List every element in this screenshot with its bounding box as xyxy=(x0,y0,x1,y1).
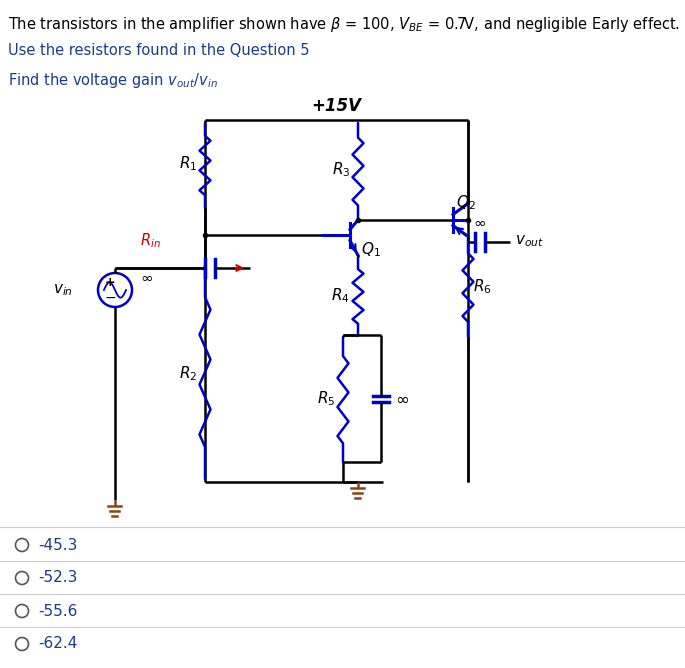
Text: $R_{in}$: $R_{in}$ xyxy=(140,231,161,250)
Text: $R_5$: $R_5$ xyxy=(316,389,335,408)
Text: $R_3$: $R_3$ xyxy=(332,160,350,179)
Text: $v_{out}$: $v_{out}$ xyxy=(515,234,544,249)
Text: -55.6: -55.6 xyxy=(38,603,77,619)
Text: $\infty$: $\infty$ xyxy=(395,389,409,407)
Text: $Q_2$: $Q_2$ xyxy=(456,193,475,212)
Text: $Q_1$: $Q_1$ xyxy=(361,240,381,259)
Text: The transistors in the amplifier shown have $\beta$ = 100, $V_{BE}$ = 0.7V, and : The transistors in the amplifier shown h… xyxy=(8,15,680,34)
Text: $R_4$: $R_4$ xyxy=(332,286,350,305)
Text: $R_1$: $R_1$ xyxy=(179,155,197,174)
Text: $R_6$: $R_6$ xyxy=(473,277,492,296)
Text: −: − xyxy=(104,291,116,305)
Text: -52.3: -52.3 xyxy=(38,570,77,585)
Text: +15V: +15V xyxy=(311,97,361,115)
Text: Find the voltage gain $v_{out}/v_{in}$: Find the voltage gain $v_{out}/v_{in}$ xyxy=(8,71,218,90)
Text: $v_{in}$: $v_{in}$ xyxy=(53,282,73,298)
Text: -62.4: -62.4 xyxy=(38,637,77,651)
Text: $R_2$: $R_2$ xyxy=(179,364,197,383)
Text: $\infty$: $\infty$ xyxy=(140,270,153,285)
Text: +: + xyxy=(105,275,115,289)
Text: -45.3: -45.3 xyxy=(38,538,77,552)
Text: $\infty$: $\infty$ xyxy=(473,214,486,230)
Text: Use the resistors found in the Question 5: Use the resistors found in the Question … xyxy=(8,43,310,58)
